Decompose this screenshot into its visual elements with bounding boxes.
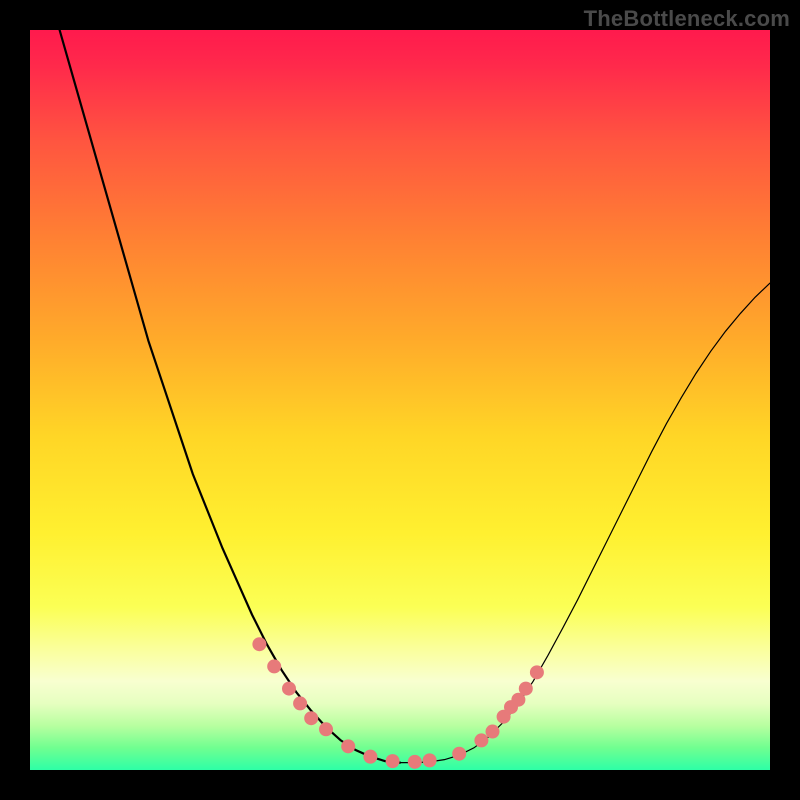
data-marker	[530, 665, 544, 679]
chart-frame: TheBottleneck.com	[0, 0, 800, 800]
data-marker	[386, 754, 400, 768]
data-marker	[408, 755, 422, 769]
bottleneck-chart	[0, 0, 800, 800]
data-marker	[452, 747, 466, 761]
data-marker	[293, 696, 307, 710]
data-marker	[423, 753, 437, 767]
data-marker	[304, 711, 318, 725]
data-marker	[267, 659, 281, 673]
data-marker	[363, 750, 377, 764]
data-marker	[519, 682, 533, 696]
watermark-text: TheBottleneck.com	[584, 6, 790, 32]
data-marker	[252, 637, 266, 651]
chart-background	[30, 30, 770, 770]
data-marker	[282, 682, 296, 696]
data-marker	[486, 725, 500, 739]
data-marker	[341, 739, 355, 753]
data-marker	[319, 722, 333, 736]
data-marker	[474, 733, 488, 747]
